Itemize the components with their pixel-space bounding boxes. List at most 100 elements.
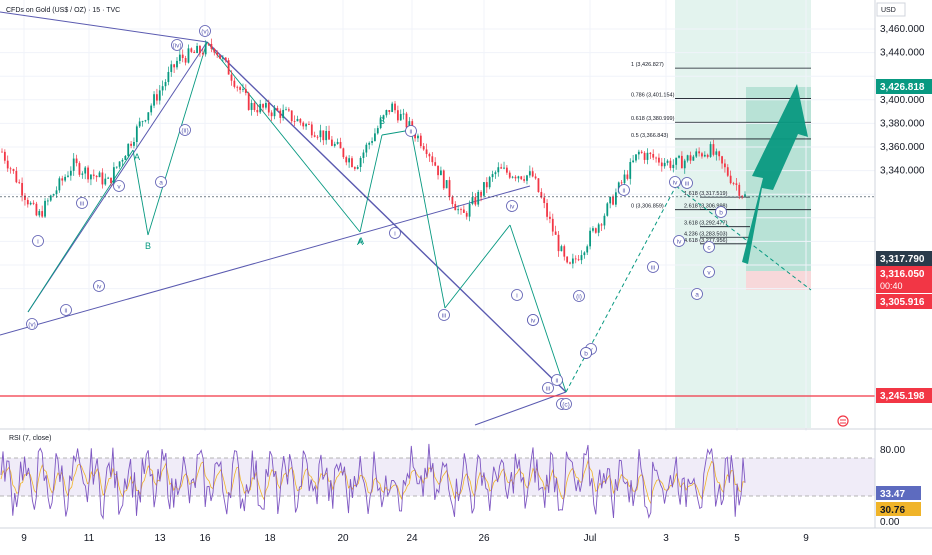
candle-body: [213, 48, 216, 53]
candle-body: [643, 152, 646, 160]
candle-body: [339, 141, 342, 149]
candle-body: [98, 172, 101, 178]
candle-body: [133, 142, 135, 146]
candle-body: [141, 121, 144, 123]
wave-label-circle: [703, 241, 715, 253]
candle-body: [698, 151, 701, 154]
candle-body: [313, 135, 316, 137]
wave-label-circle: [506, 200, 518, 212]
price-tick: 3,460.000: [880, 24, 925, 35]
candle-body: [190, 48, 193, 52]
candle-body: [84, 167, 87, 174]
candle-body: [115, 166, 118, 168]
candle-body: [64, 176, 67, 181]
candle-body: [629, 162, 632, 179]
candle-body: [178, 54, 181, 61]
wave-label: a: [159, 180, 163, 187]
wave-label: i: [394, 231, 395, 238]
candle-body: [422, 146, 425, 150]
candle-body: [18, 182, 21, 184]
candle-body: [290, 110, 293, 122]
candle-body: [626, 174, 629, 179]
fib-label: 0 (3,306.859): [631, 204, 664, 210]
candle-body: [560, 246, 563, 252]
candle-body: [448, 180, 451, 197]
candle-body: [356, 166, 359, 169]
price-tick: 3,360.000: [880, 142, 925, 153]
candle-body: [282, 109, 285, 118]
candle-body: [434, 162, 437, 166]
wave-label-circle: [93, 280, 105, 292]
wave-label: b: [719, 210, 723, 217]
price-tick: 3,340.000: [880, 166, 925, 177]
wave-label-circle: [26, 318, 38, 330]
candle-body: [81, 173, 84, 175]
candle-body: [709, 144, 712, 157]
time-tick: 18: [264, 533, 276, 544]
candle-body: [376, 128, 379, 134]
fib-label: 1.618 (3,317.519): [684, 191, 728, 197]
candle-body: [287, 109, 290, 111]
candle-body: [557, 234, 560, 252]
time-tick: 16: [199, 533, 211, 544]
candle-body: [216, 52, 219, 56]
time-tick: 3: [663, 533, 669, 544]
wave-label-circle: [573, 290, 585, 302]
candle-body: [72, 158, 75, 171]
currency-box[interactable]: [876, 2, 906, 17]
candle-body: [566, 256, 569, 263]
candle-body: [437, 165, 439, 176]
candle-body: [9, 168, 12, 170]
time-tick: 9: [21, 533, 27, 544]
candle-body: [353, 167, 356, 169]
candle-body: [299, 118, 302, 123]
candle-body: [147, 112, 150, 121]
candle-body: [236, 86, 239, 88]
trend-line: [206, 41, 567, 393]
candle-body: [29, 202, 32, 205]
candle-body: [67, 175, 69, 177]
stop-badge: [876, 294, 932, 309]
candle-body: [210, 43, 213, 49]
candle-body: [428, 154, 431, 157]
candle-body: [649, 152, 652, 155]
candle-body: [256, 109, 259, 113]
candle-body: [620, 182, 623, 184]
candle-body: [110, 177, 112, 184]
candle-body: [583, 252, 586, 256]
candle-body: [729, 175, 732, 184]
target-badge-text: 3,426.818: [880, 82, 925, 93]
wave-label: v: [707, 270, 711, 277]
overlay-lines: [0, 11, 812, 426]
candle-body: [6, 160, 9, 169]
time-axis[interactable]: 9 11 13 16 18 20 24 26 Jul 3 5 9: [21, 533, 809, 544]
candle-body: [101, 172, 104, 185]
candle-body: [302, 122, 305, 127]
fib-label: 0.618 (3,380.999): [631, 116, 675, 122]
candle-body: [342, 148, 345, 158]
candle-body: [270, 112, 273, 117]
candle-body: [368, 142, 371, 145]
candle-body: [686, 155, 689, 161]
candle-body: [345, 157, 348, 163]
wave-label: a: [695, 292, 699, 299]
candle-body: [440, 170, 442, 176]
candle-body: [196, 45, 198, 54]
candle-body: [594, 228, 597, 233]
candle-body: [253, 102, 256, 110]
candle-body: [468, 203, 471, 217]
fib-label: 0.5 (3,366.843): [631, 133, 668, 139]
candle-body: [511, 176, 514, 178]
candle-body: [589, 230, 591, 247]
candle-body: [669, 160, 672, 169]
wave-label-circle: [389, 227, 401, 239]
candle-body: [571, 258, 574, 264]
alert-icon[interactable]: [837, 415, 849, 427]
wave-label: (iv): [172, 43, 181, 50]
candle-body: [477, 191, 480, 205]
wave-label: (v): [201, 29, 209, 36]
candle-body: [135, 126, 138, 143]
rsi-tick: 80.00: [880, 445, 905, 456]
candle-body: [26, 199, 29, 205]
